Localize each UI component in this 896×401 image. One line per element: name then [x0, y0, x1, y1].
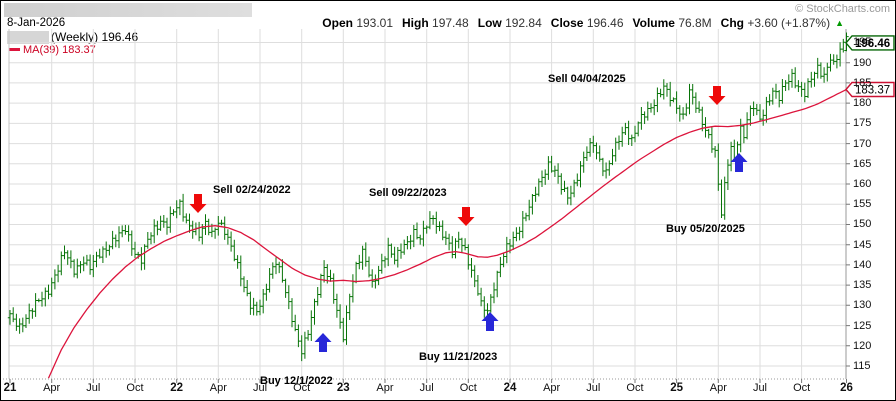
- y-axis-label-170: 170: [853, 137, 872, 150]
- y-axis-label-190: 190: [853, 56, 872, 69]
- quote-header: Open 193.01 High 197.48 Low 192.84 Close…: [322, 16, 844, 30]
- quote-open: Open 193.01: [322, 16, 394, 30]
- y-axis-label-195: 195: [853, 36, 872, 49]
- y-axis-label-180: 180: [853, 97, 872, 110]
- sell-arrow-icon-2: [457, 207, 475, 226]
- quote-change: Chg +3.60 (+1.87%): [720, 16, 831, 30]
- x-axis-label-Apr-17: Apr: [709, 382, 727, 394]
- signal-label-sell-0: Sell 02/24/2022: [213, 184, 291, 196]
- x-axis-label-Apr-1: Apr: [43, 382, 61, 394]
- quote-close: Close 196.46: [550, 16, 624, 30]
- grid-lines: [9, 29, 846, 379]
- x-axis-label-Jul-2: Jul: [86, 382, 101, 394]
- y-axis-label-155: 155: [853, 198, 872, 211]
- x-axis-label-Jul-10: Jul: [419, 382, 434, 394]
- legend-series-label: (Weekly) 196.46: [51, 30, 139, 44]
- x-axis-label-Apr-9: Apr: [376, 382, 394, 394]
- signal-label-sell-2: Sell 09/22/2023: [369, 187, 447, 199]
- quote-high: High 197.48: [402, 16, 469, 30]
- y-axis-label-165: 165: [853, 157, 872, 170]
- buy-arrow-icon-5: [730, 153, 748, 172]
- stockcharts-watermark: © StockCharts.com: [795, 3, 890, 15]
- y-axis-label-130: 130: [853, 299, 872, 312]
- quote-volume: Volume 76.8M: [632, 16, 712, 30]
- x-axis-label-23-8: 23: [336, 382, 350, 394]
- buy-arrow-icon-1: [314, 333, 332, 352]
- y-axis-label-140: 140: [853, 258, 872, 271]
- x-axis-label-Jul-18: Jul: [752, 382, 767, 394]
- signal-label-sell-4: Sell 04/04/2025: [548, 73, 626, 85]
- x-axis-label-Apr-13: Apr: [543, 382, 561, 394]
- last-price-badge: [845, 35, 895, 51]
- ma-value-badge-value: 183.37: [855, 85, 890, 97]
- y-axis-label-125: 125: [853, 319, 872, 332]
- ma-39-line: [47, 88, 847, 379]
- chart-date: 8-Jan-2026: [7, 17, 66, 29]
- x-axis-label-Oct-19: Oct: [793, 382, 811, 394]
- x-axis-label-Oct-7: Oct: [293, 382, 311, 394]
- signal-label-buy-1: Buy 12/1/2022: [260, 375, 333, 387]
- buy-arrow-icon-3: [481, 312, 499, 331]
- x-axis-label-Jul-6: Jul: [252, 382, 268, 394]
- y-axis-label-120: 120: [853, 339, 872, 352]
- ma-line-swatch-icon: [9, 47, 20, 51]
- y-axis-label-150: 150: [853, 218, 872, 231]
- x-axis-label-26-20: 26: [840, 382, 853, 394]
- sell-arrow-icon-4: [708, 86, 726, 105]
- x-axis-label-25-16: 25: [670, 382, 684, 394]
- y-axis-label-115: 115: [853, 360, 871, 372]
- signal-label-buy-5: Buy 05/20/2025: [666, 223, 745, 235]
- x-axis-label-24-12: 24: [503, 382, 517, 394]
- axis-tick-marks: [9, 42, 850, 383]
- x-axis-label-Oct-3: Oct: [126, 382, 144, 394]
- x-axis-label-22-4: 22: [170, 382, 184, 394]
- y-axis-label-160: 160: [853, 178, 872, 191]
- sell-arrow-icon-0: [189, 194, 207, 213]
- y-axis-label-145: 145: [853, 238, 872, 251]
- ticker-name-redaction-bar: [4, 3, 252, 17]
- y-axis-label-185: 185: [853, 76, 872, 89]
- legend-ma-label: MA(39) 183.37: [9, 44, 96, 56]
- x-axis-label-Oct-15: Oct: [626, 382, 644, 394]
- x-axis-label-Apr-5: Apr: [209, 382, 227, 394]
- y-axis-label-175: 175: [853, 117, 872, 130]
- x-axis-label-Oct-11: Oct: [459, 382, 477, 394]
- y-axis-label-135: 135: [853, 279, 872, 292]
- legend-symbol-redaction: [7, 31, 49, 44]
- ma-value-badge: [845, 81, 895, 98]
- quote-low: Low 192.84: [477, 16, 542, 30]
- signal-label-buy-3: Buy 11/21/2023: [419, 351, 498, 363]
- change-up-icon: ▲: [835, 18, 844, 28]
- last-price-badge-value: 196.46: [855, 38, 890, 50]
- x-axis-label-21-0: 21: [3, 382, 17, 394]
- x-axis-label-Jul-14: Jul: [586, 382, 601, 394]
